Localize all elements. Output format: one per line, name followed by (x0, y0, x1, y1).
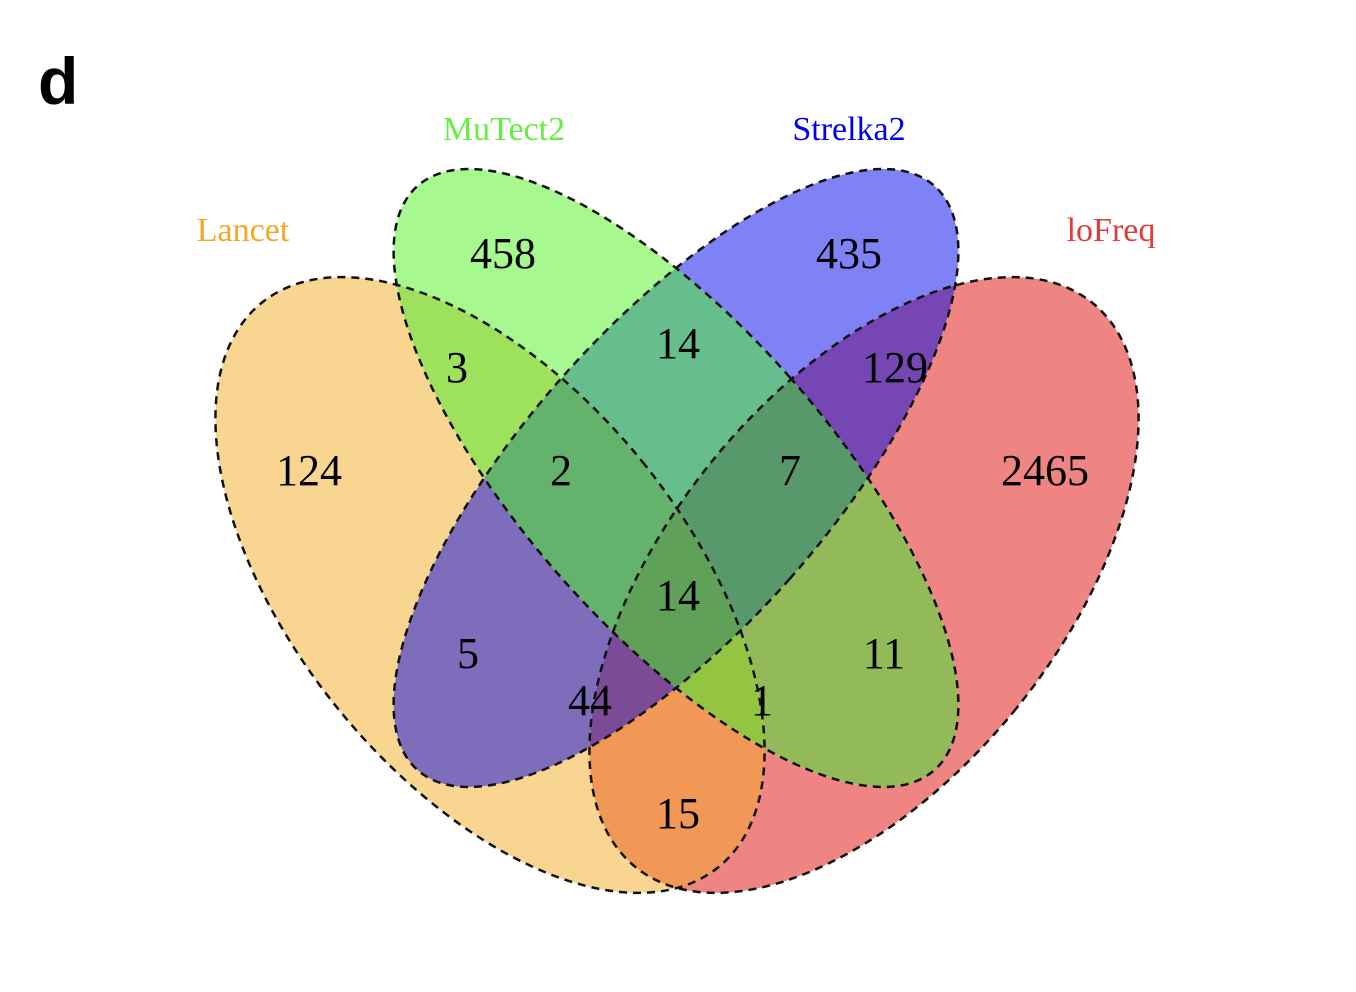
set-label-strelka2: Strelka2 (792, 111, 905, 148)
set-labels: Lancet MuTect2 Strelka2 loFreq (197, 111, 1156, 249)
count-mutect2-strelka2-lofreq: 7 (779, 446, 801, 495)
count-lancet-mutect2-strelka2-lofreq: 14 (656, 571, 700, 620)
region-counts: 124 458 435 2465 3 14 129 2 7 14 5 11 44 1 15 (276, 229, 1089, 838)
count-mutect2-lofreq: 11 (863, 629, 905, 678)
count-lancet: 124 (276, 446, 342, 495)
set-label-mutect2: MuTect2 (443, 111, 565, 148)
set-label-lancet: Lancet (197, 212, 290, 249)
count-lofreq: 2465 (1001, 446, 1089, 495)
panel-label: d (38, 44, 79, 118)
count-strelka2-lofreq: 129 (862, 343, 928, 392)
count-lancet-mutect2-strelka2: 2 (550, 446, 572, 495)
count-lancet-mutect2: 3 (446, 343, 468, 392)
count-lancet-strelka2-lofreq: 44 (568, 676, 612, 725)
set-label-lofreq: loFreq (1067, 212, 1156, 249)
count-lancet-lofreq: 15 (656, 789, 700, 838)
count-strelka2: 435 (816, 229, 882, 278)
count-mutect2-strelka2: 14 (656, 319, 700, 368)
count-lancet-mutect2-lofreq: 1 (751, 676, 773, 725)
count-mutect2: 458 (470, 229, 536, 278)
count-lancet-strelka2: 5 (457, 629, 479, 678)
